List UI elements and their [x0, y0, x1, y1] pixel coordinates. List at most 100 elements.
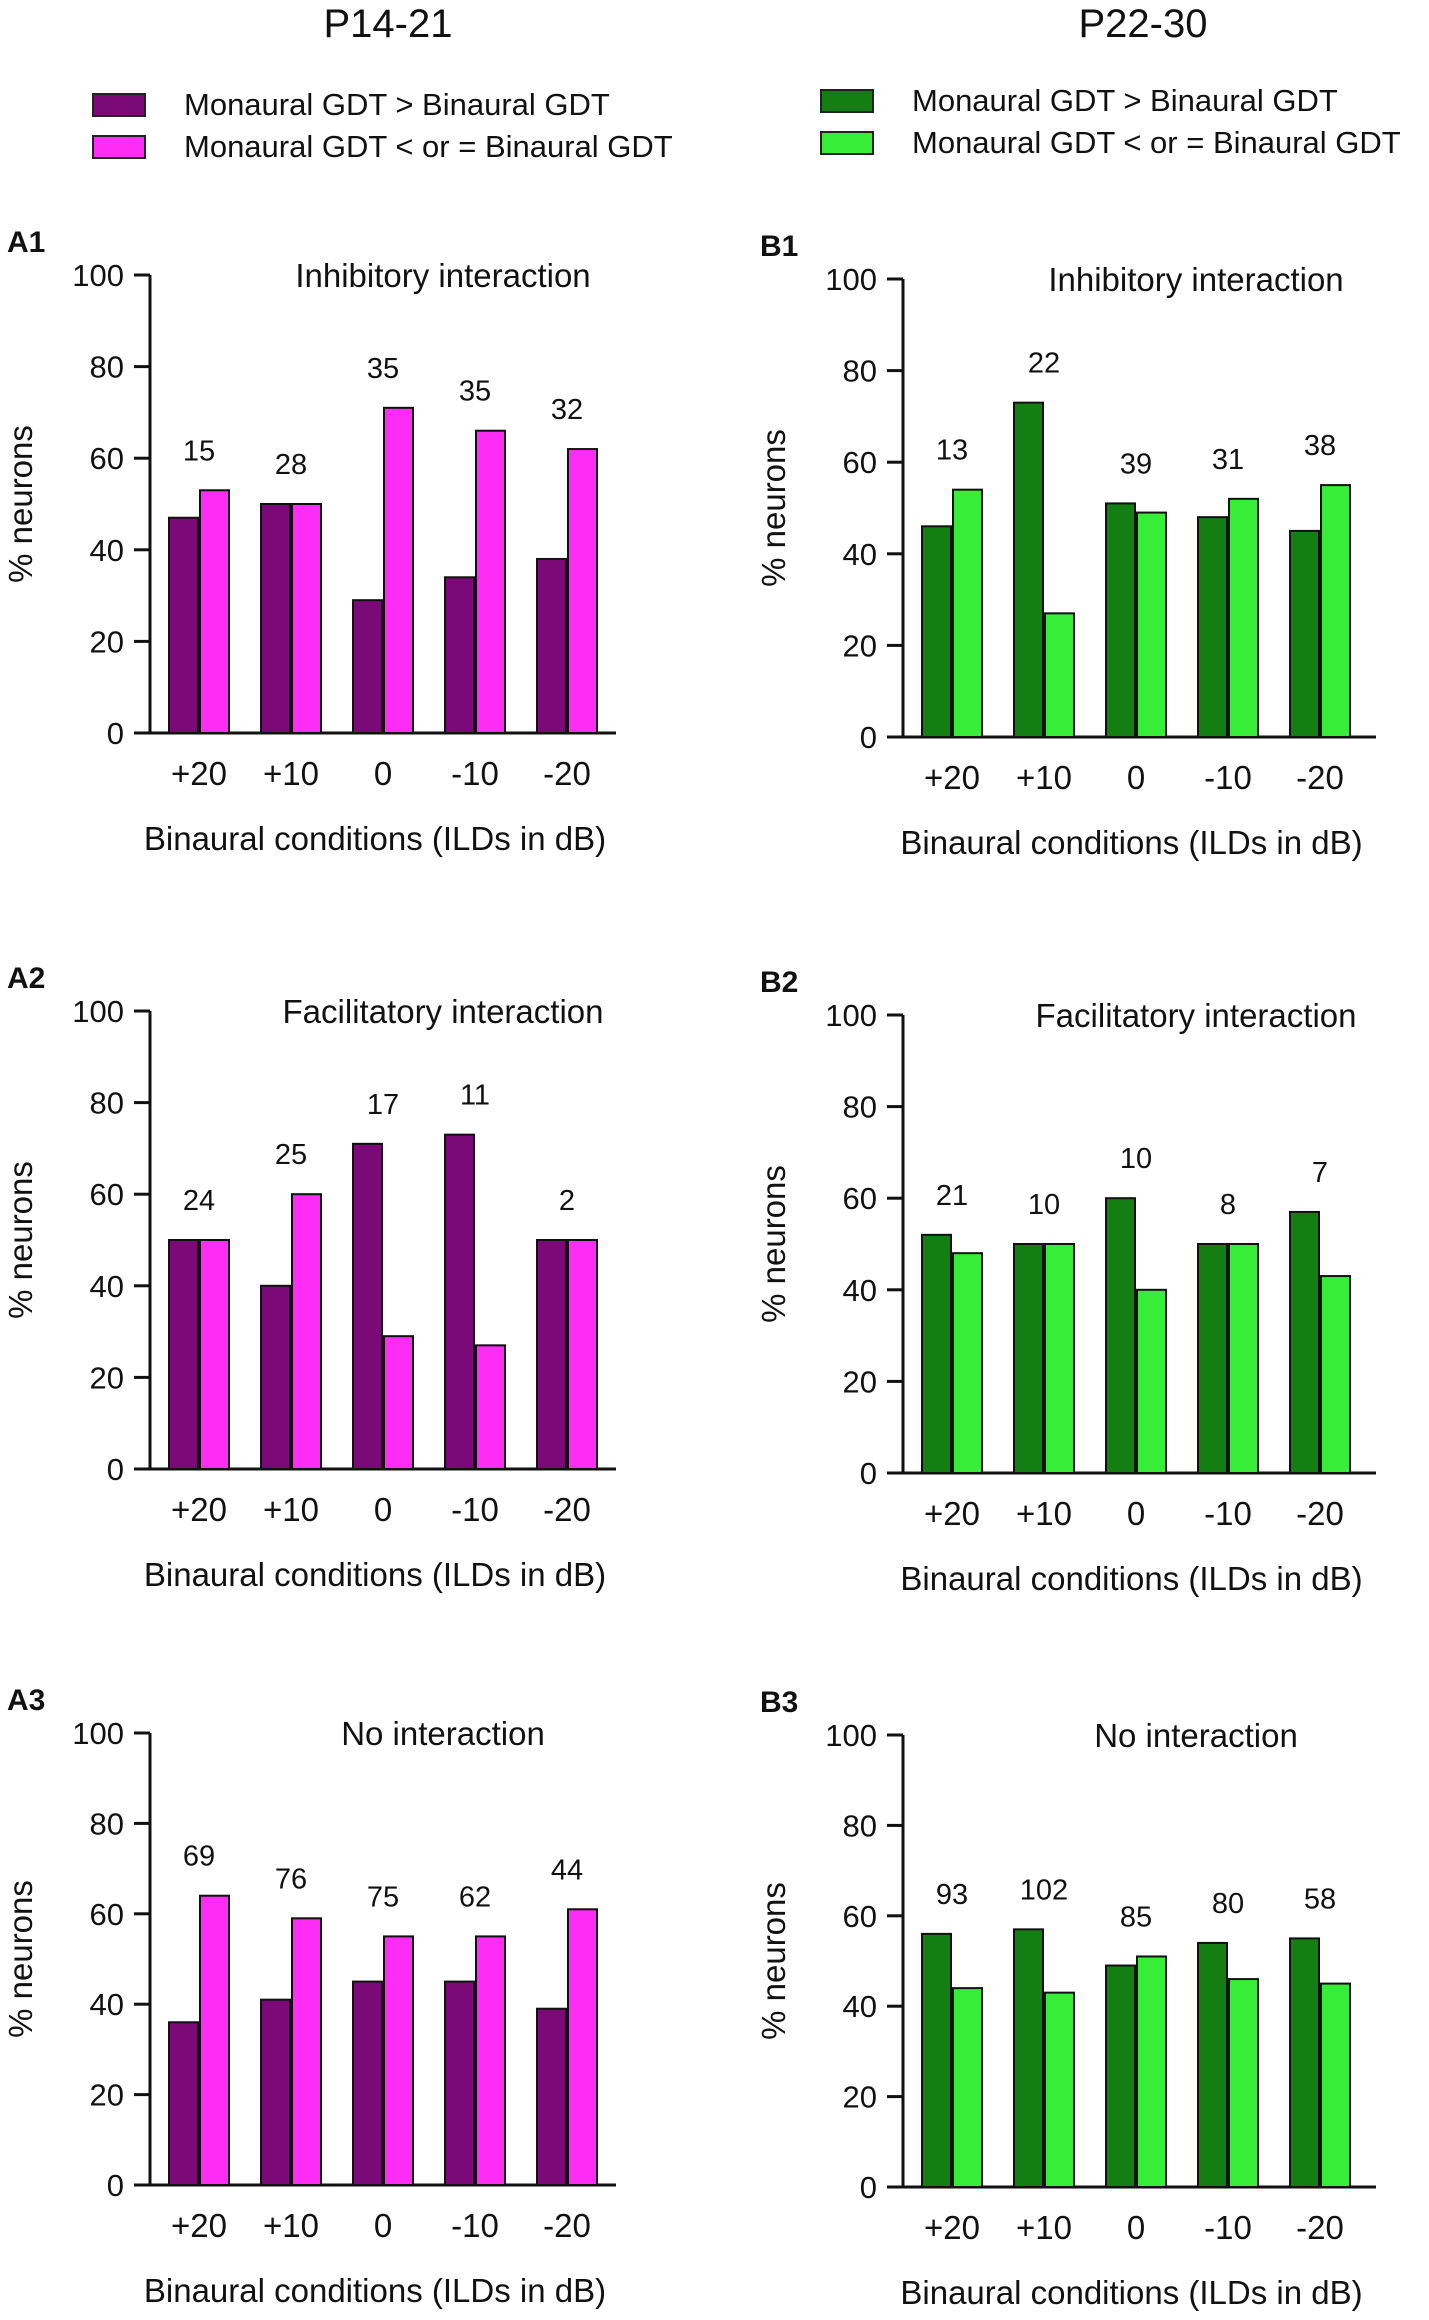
count-label: 38 [1304, 430, 1336, 462]
legend-p14-21: Monaural GDT > Binaural GDT Monaural GDT… [92, 84, 673, 168]
y-tick-label: 40 [90, 1269, 124, 1304]
count-label: 58 [1304, 1883, 1336, 1915]
count-label: 17 [367, 1089, 399, 1121]
count-label: 75 [367, 1881, 399, 1913]
y-tick-label: 100 [72, 258, 124, 293]
x-tick-label: -10 [1204, 759, 1252, 796]
panel-label: B3 [760, 1686, 798, 1719]
x-tick-label: -10 [451, 755, 499, 792]
count-label: 80 [1212, 1888, 1244, 1920]
panel-b1: B1 Inhibitory interaction 0 20 40 60 80 100 % ne… [755, 230, 1376, 861]
count-label: 28 [275, 449, 307, 481]
bar-light-+20 [199, 489, 230, 735]
bar-dark--10 [444, 576, 475, 735]
y-tick-label: 0 [107, 716, 124, 751]
bar-light-+10 [291, 1917, 322, 2186]
bar-dark--20 [1289, 529, 1320, 739]
legend-swatch-light [92, 135, 146, 159]
x-tick-label: 0 [374, 755, 392, 792]
x-axis-label: Binaural conditions (ILDs in dB) [900, 824, 1362, 861]
x-axis-label: Binaural conditions (ILDs in dB) [900, 1560, 1362, 1597]
bar-light--10 [1228, 497, 1259, 738]
y-tick-label: 100 [825, 1718, 877, 1753]
y-tick-label: 20 [90, 2078, 124, 2113]
legend-item-light: Monaural GDT < or = Binaural GDT [92, 126, 673, 168]
x-tick-label: +20 [171, 755, 227, 792]
y-tick-label: 80 [90, 1806, 124, 1841]
y-tick-label: 20 [843, 1364, 877, 1399]
bar-light-+20 [952, 1252, 983, 1475]
bar-dark--10 [444, 1133, 475, 1471]
legend-label-dark: Monaural GDT > Binaural GDT [184, 87, 610, 122]
bar-light-0 [383, 1935, 414, 2187]
y-tick-label: 60 [843, 445, 877, 480]
x-tick-label: +20 [924, 1495, 980, 1532]
x-tick-label: -20 [543, 755, 591, 792]
bar-light--10 [1228, 1243, 1259, 1474]
bar-dark-+10 [260, 1284, 291, 1471]
y-axis-label: % neurons [2, 1880, 39, 2038]
count-label: 11 [460, 1080, 490, 1112]
count-label: 21 [936, 1180, 968, 1212]
bar-light-0 [383, 406, 414, 734]
panel-title: Facilitatory interaction [283, 993, 604, 1030]
y-tick-label: 0 [860, 720, 877, 755]
count-label: 15 [183, 435, 215, 467]
panel-label: B1 [760, 230, 798, 263]
count-label: 7 [1312, 1157, 1328, 1189]
y-axis-label: % neurons [2, 1161, 39, 1319]
legend-item-dark: Monaural GDT > Binaural GDT [820, 80, 1401, 122]
bar-dark-+20 [921, 1932, 952, 2188]
legend-item-light: Monaural GDT < or = Binaural GDT [820, 122, 1401, 164]
x-tick-label: -10 [1204, 2209, 1252, 2246]
x-tick-label: -20 [1296, 1495, 1344, 1532]
bar-light-+10 [291, 503, 322, 734]
bar-dark--20 [536, 557, 567, 735]
bar-light-+10 [1044, 612, 1075, 739]
count-label: 102 [1020, 1874, 1068, 1906]
bar-dark-+20 [921, 525, 952, 738]
legend-swatch-dark [92, 93, 146, 117]
count-label: 85 [1120, 1901, 1152, 1933]
bar-light--10 [475, 1344, 506, 1470]
y-tick-label: 40 [843, 537, 877, 572]
y-tick-label: 0 [107, 1452, 124, 1487]
bar-dark--10 [444, 1980, 475, 2186]
count-label: 76 [275, 1863, 307, 1895]
panel-title: No interaction [341, 1715, 545, 1752]
bar-light-+20 [952, 488, 983, 738]
count-label: 22 [1028, 348, 1060, 380]
panel-label: A3 [7, 1684, 45, 1717]
bar-light--10 [1228, 1978, 1259, 2188]
y-tick-label: 80 [843, 354, 877, 389]
count-label: 93 [936, 1879, 968, 1911]
bar-dark--20 [1289, 1210, 1320, 1474]
x-tick-label: 0 [1127, 759, 1145, 796]
x-tick-label: +10 [1016, 759, 1072, 796]
y-tick-label: 0 [860, 1456, 877, 1491]
count-label: 13 [936, 435, 968, 467]
bar-dark--20 [1289, 1937, 1320, 2189]
x-tick-label: 0 [374, 1491, 392, 1528]
panel-title: Inhibitory interaction [295, 257, 590, 294]
panel-b3: B3 No interaction 0 20 40 60 80 100 % neurons 93 +… [755, 1686, 1376, 2311]
y-tick-label: 60 [843, 1181, 877, 1216]
x-tick-label: +10 [1016, 1495, 1072, 1532]
count-label: 39 [1120, 448, 1152, 480]
y-tick-label: 60 [843, 1899, 877, 1934]
bar-dark-+10 [260, 1998, 291, 2187]
y-axis-label: % neurons [755, 1165, 792, 1323]
bar-dark--20 [536, 2007, 567, 2186]
y-tick-label: 20 [90, 1360, 124, 1395]
panel-title: Inhibitory interaction [1048, 261, 1343, 298]
bar-dark-0 [352, 1980, 383, 2186]
y-tick-label: 60 [90, 1177, 124, 1212]
bar-light-0 [1136, 511, 1167, 739]
y-tick-label: 40 [90, 533, 124, 568]
bar-light-+10 [291, 1193, 322, 1470]
y-tick-label: 20 [90, 624, 124, 659]
bar-dark-+10 [260, 503, 291, 734]
legend-label-light: Monaural GDT < or = Binaural GDT [912, 125, 1401, 160]
y-axis-label: % neurons [755, 429, 792, 587]
